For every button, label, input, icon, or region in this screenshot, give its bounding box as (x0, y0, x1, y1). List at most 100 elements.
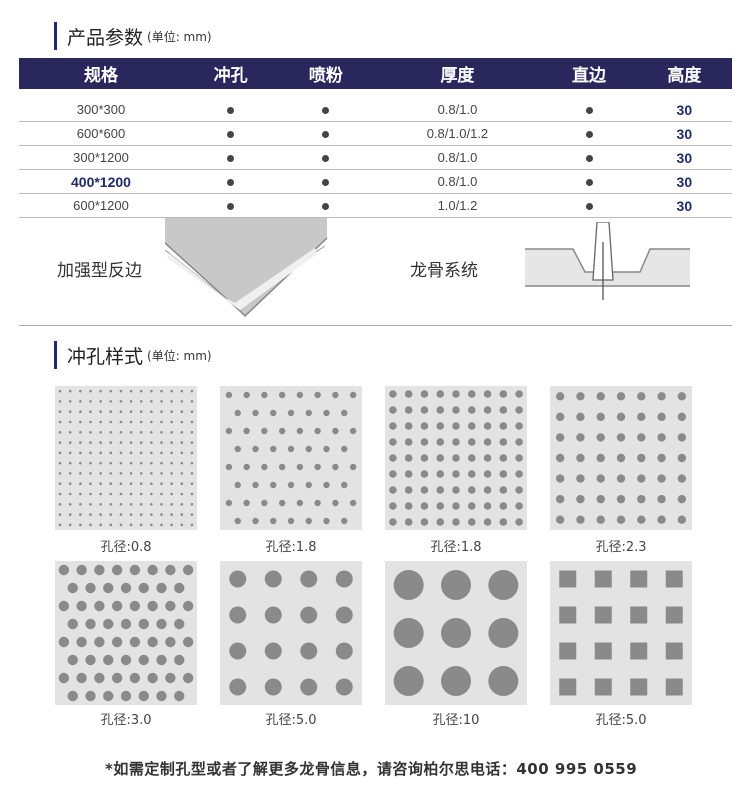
column-header: 厚度 (373, 58, 542, 89)
thickness-cell: 1.0/1.2 (373, 193, 542, 218)
perforation-pattern-tile (385, 386, 527, 530)
round-hole (129, 564, 141, 576)
round-hole (515, 390, 523, 398)
round-hole (99, 410, 102, 414)
round-hole (499, 486, 508, 494)
punch-cell (182, 121, 279, 146)
round-hole (138, 582, 149, 594)
round-hole (79, 523, 82, 527)
round-hole (170, 410, 173, 414)
round-hole (404, 422, 413, 430)
round-hole (436, 454, 445, 462)
round-hole (389, 486, 397, 494)
round-hole (499, 470, 508, 478)
round-hole (119, 430, 123, 434)
tile-background (55, 561, 197, 705)
round-hole (139, 410, 143, 414)
round-hole (139, 472, 143, 475)
round-hole (109, 410, 113, 414)
perforation-pattern-tile (385, 561, 527, 705)
round-hole (58, 410, 62, 414)
round-hole (637, 412, 646, 422)
round-hole (305, 445, 312, 453)
round-hole (180, 451, 184, 455)
round-hole (596, 433, 605, 442)
punch-cell (182, 145, 279, 170)
tile-background (55, 386, 197, 530)
thickness-cell: 0.8/1.0/1.2 (373, 121, 542, 146)
size-cell: 300*1200 (19, 145, 183, 170)
round-hole (68, 492, 72, 496)
params-section-title: 产品参数 (单位: mm) (54, 22, 212, 50)
round-hole (129, 430, 133, 434)
round-hole (488, 666, 519, 696)
round-hole (300, 678, 318, 696)
round-hole (596, 412, 605, 422)
round-hole (180, 420, 184, 424)
round-hole (515, 486, 523, 494)
round-hole (389, 422, 397, 430)
round-hole (555, 453, 565, 463)
round-hole (677, 453, 687, 463)
thickness-cell: 0.8/1.0 (373, 169, 542, 194)
round-hole (79, 389, 82, 393)
round-hole (483, 438, 492, 446)
round-hole (677, 412, 687, 422)
round-hole (436, 390, 445, 398)
round-hole (180, 523, 184, 527)
round-hole (170, 451, 173, 455)
round-hole (452, 470, 460, 478)
round-hole (341, 517, 348, 525)
round-hole (436, 406, 445, 414)
round-hole (555, 515, 565, 524)
round-hole (270, 409, 277, 417)
round-hole (452, 454, 460, 462)
table-row: 300*300 0.8/1.0 30 (19, 98, 732, 122)
round-hole (160, 513, 163, 516)
square-hole (559, 570, 577, 588)
round-hole (99, 389, 102, 393)
round-hole (89, 492, 92, 496)
round-hole (261, 391, 268, 399)
round-hole (89, 461, 92, 465)
round-hole (170, 441, 173, 444)
round-hole (332, 463, 339, 471)
round-hole (499, 502, 508, 510)
round-hole (404, 406, 413, 414)
round-hole (109, 420, 113, 424)
round-hole (139, 492, 143, 496)
round-hole (58, 472, 62, 475)
round-hole (229, 678, 247, 696)
round-hole (436, 486, 445, 494)
round-hole (150, 420, 153, 424)
round-hole (515, 502, 523, 510)
round-hole (467, 486, 476, 494)
round-hole (349, 391, 357, 399)
round-hole (94, 600, 105, 612)
round-hole (160, 482, 163, 486)
round-hole (180, 492, 184, 496)
round-hole (252, 445, 259, 453)
check-dot-icon (322, 179, 330, 186)
round-hole (76, 600, 87, 612)
round-hole (467, 502, 476, 510)
round-hole (119, 502, 123, 506)
round-hole (147, 636, 158, 648)
round-hole (452, 502, 460, 510)
round-hole (109, 472, 113, 475)
round-hole (323, 481, 330, 489)
square-hole (594, 570, 612, 588)
round-hole (182, 600, 194, 612)
round-hole (119, 410, 123, 414)
round-hole (441, 666, 471, 696)
round-hole (129, 441, 133, 444)
powder-cell (278, 193, 374, 218)
round-hole (120, 582, 132, 594)
round-hole (150, 400, 153, 403)
round-hole (79, 410, 82, 414)
round-hole (323, 517, 330, 525)
round-hole (596, 474, 605, 483)
height-cell: 30 (636, 169, 732, 194)
round-hole (119, 400, 123, 403)
round-hole (436, 438, 445, 446)
